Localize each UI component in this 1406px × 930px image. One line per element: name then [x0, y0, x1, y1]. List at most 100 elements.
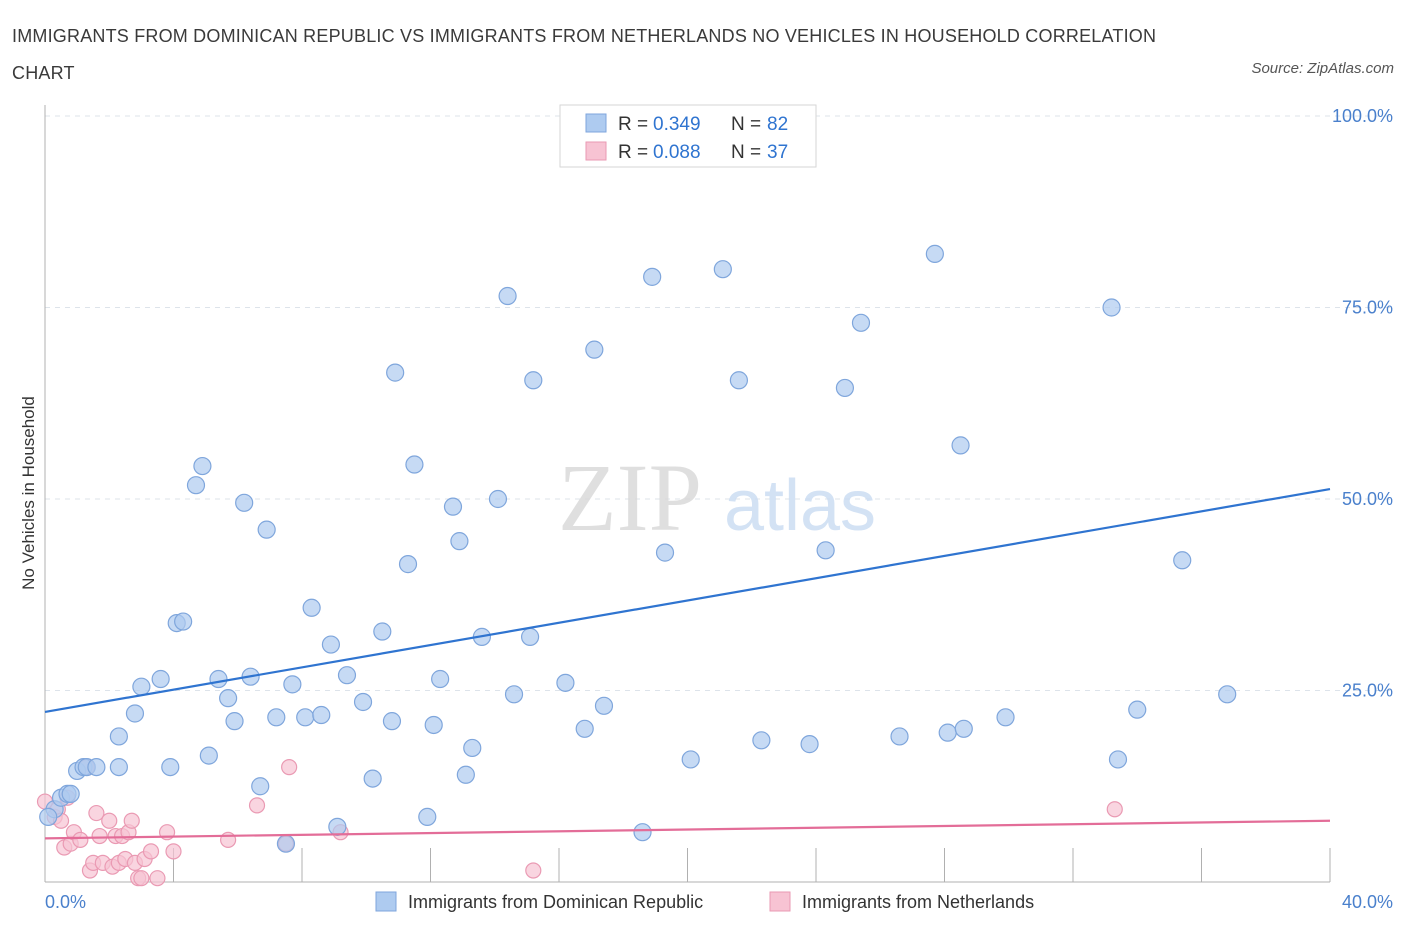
grid-lines	[45, 115, 1392, 691]
dominican-republic-point	[87, 757, 106, 777]
dominican-republic-point	[1108, 750, 1128, 769]
series-legend-swatch-pink	[769, 891, 791, 912]
dominican-republic-point	[431, 669, 450, 689]
dominican-republic-point	[386, 363, 405, 382]
series-legend: Immigrants from Dominican Republic Immig…	[375, 891, 1034, 912]
x-tick-label-max: 40.0%	[1342, 892, 1393, 912]
dominican-republic-point	[655, 543, 675, 562]
dominican-republic-point	[61, 784, 80, 804]
dominican-republic-point	[729, 371, 749, 390]
dominican-republic-point	[174, 612, 193, 631]
dominican-republic-points	[39, 244, 1237, 853]
y-tick-label: 25.0%	[1342, 681, 1393, 701]
dominican-republic-point	[925, 244, 944, 263]
netherlands-point	[220, 831, 237, 848]
series-legend-label-blue: Immigrants from Dominican Republic	[408, 892, 703, 912]
y-axis-label: No Vehicles in Household	[19, 396, 38, 590]
dominican-republic-point	[463, 738, 482, 758]
netherlands-point	[281, 758, 298, 776]
netherlands-point	[91, 827, 108, 845]
legend-r-value-2: 0.088	[653, 142, 701, 163]
dominican-republic-point	[186, 476, 206, 495]
netherlands-point	[165, 843, 182, 860]
dominican-republic-point	[1128, 700, 1147, 719]
dominican-republic-point	[363, 769, 382, 788]
dominican-republic-point	[575, 719, 594, 738]
dominican-republic-point	[353, 692, 373, 712]
dominican-republic-point	[382, 712, 402, 731]
x-tick-label-min: 0.0%	[45, 892, 86, 912]
dominican-republic-point	[456, 765, 475, 784]
dominican-republic-point	[161, 757, 180, 777]
dominican-republic-point	[1102, 298, 1121, 317]
legend-n-value-1: 82	[767, 114, 788, 135]
y-tick-label: 100.0%	[1332, 106, 1393, 126]
netherlands-points	[36, 758, 1123, 887]
dominican-republic-point	[954, 719, 973, 738]
dominican-republic-point	[405, 455, 424, 474]
dominican-republic-point	[199, 746, 218, 765]
dominican-republic-point	[524, 371, 543, 390]
dominican-republic-point	[996, 708, 1015, 727]
y-tick-labels: 25.0% 50.0% 75.0% 100.0%	[1332, 106, 1393, 701]
dominican-republic-point	[209, 669, 228, 689]
netherlands-point	[88, 804, 105, 822]
dominican-republic-point	[302, 598, 321, 617]
dominican-republic-point	[816, 541, 835, 560]
legend-n-label-2: N =	[731, 142, 761, 163]
netherlands-point	[149, 870, 166, 887]
dominican-republic-point	[373, 622, 392, 641]
legend-swatch-blue	[585, 113, 607, 133]
dominican-republic-point	[835, 378, 855, 398]
legend-r-label-2: R =	[618, 142, 648, 163]
series-legend-label-pink: Immigrants from Netherlands	[802, 892, 1034, 912]
dominican-republic-point	[498, 286, 517, 306]
dominican-republic-point	[219, 689, 238, 708]
dominican-republic-point	[193, 456, 212, 476]
netherlands-point	[133, 870, 150, 887]
dominican-republic-point	[951, 436, 970, 455]
dominican-republic-point	[418, 807, 437, 826]
dominican-republic-point	[488, 489, 508, 509]
dominican-republic-point	[312, 705, 331, 725]
netherlands-point	[248, 797, 266, 814]
dominican-republic-point	[125, 704, 145, 723]
dominican-republic-point	[296, 708, 315, 727]
dominican-republic-point	[800, 735, 819, 754]
dominican-republic-point	[251, 777, 270, 796]
dominican-republic-point	[151, 669, 170, 689]
dominican-republic-point	[424, 715, 443, 735]
watermark-atlas: atlas	[724, 466, 876, 546]
y-tick-label: 50.0%	[1342, 489, 1393, 509]
dominican-republic-point	[235, 493, 254, 512]
dominican-republic-point	[321, 635, 341, 654]
dominican-republic-point	[681, 750, 700, 769]
legend: R = 0.349 N = 82 R = 0.088 N = 37	[559, 104, 817, 168]
y-tick-label: 75.0%	[1342, 298, 1393, 318]
netherlands-point	[142, 843, 160, 860]
dominican-republic-point	[851, 313, 871, 332]
netherlands-trend-line	[44, 819, 1331, 840]
legend-n-label-1: N =	[731, 114, 761, 135]
dominican-republic-point	[504, 685, 524, 704]
dominican-republic-point	[443, 497, 463, 516]
legend-r-label-1: R =	[618, 114, 648, 135]
netherlands-point	[101, 812, 118, 829]
chart-title: IMMIGRANTS FROM DOMINICAN REPUBLIC VS IM…	[12, 26, 1157, 83]
dominican-republic-point	[633, 823, 652, 842]
legend-r-value-1: 0.349	[653, 114, 701, 135]
watermark-zip: ZIP	[558, 444, 702, 551]
dominican-republic-point	[257, 520, 276, 539]
dominican-republic-point	[520, 627, 540, 646]
dominican-republic-point	[585, 340, 604, 359]
legend-n-value-2: 37	[767, 142, 788, 163]
dominican-republic-point	[328, 817, 347, 836]
dominican-republic-point	[938, 723, 957, 742]
dominican-republic-trend-line	[44, 487, 1331, 714]
watermark: ZIP atlas	[558, 444, 876, 551]
trend-lines	[44, 487, 1331, 840]
netherlands-point	[72, 831, 89, 848]
source-label: Source: ZipAtlas.com	[1251, 60, 1394, 77]
dominican-republic-point	[594, 696, 614, 715]
